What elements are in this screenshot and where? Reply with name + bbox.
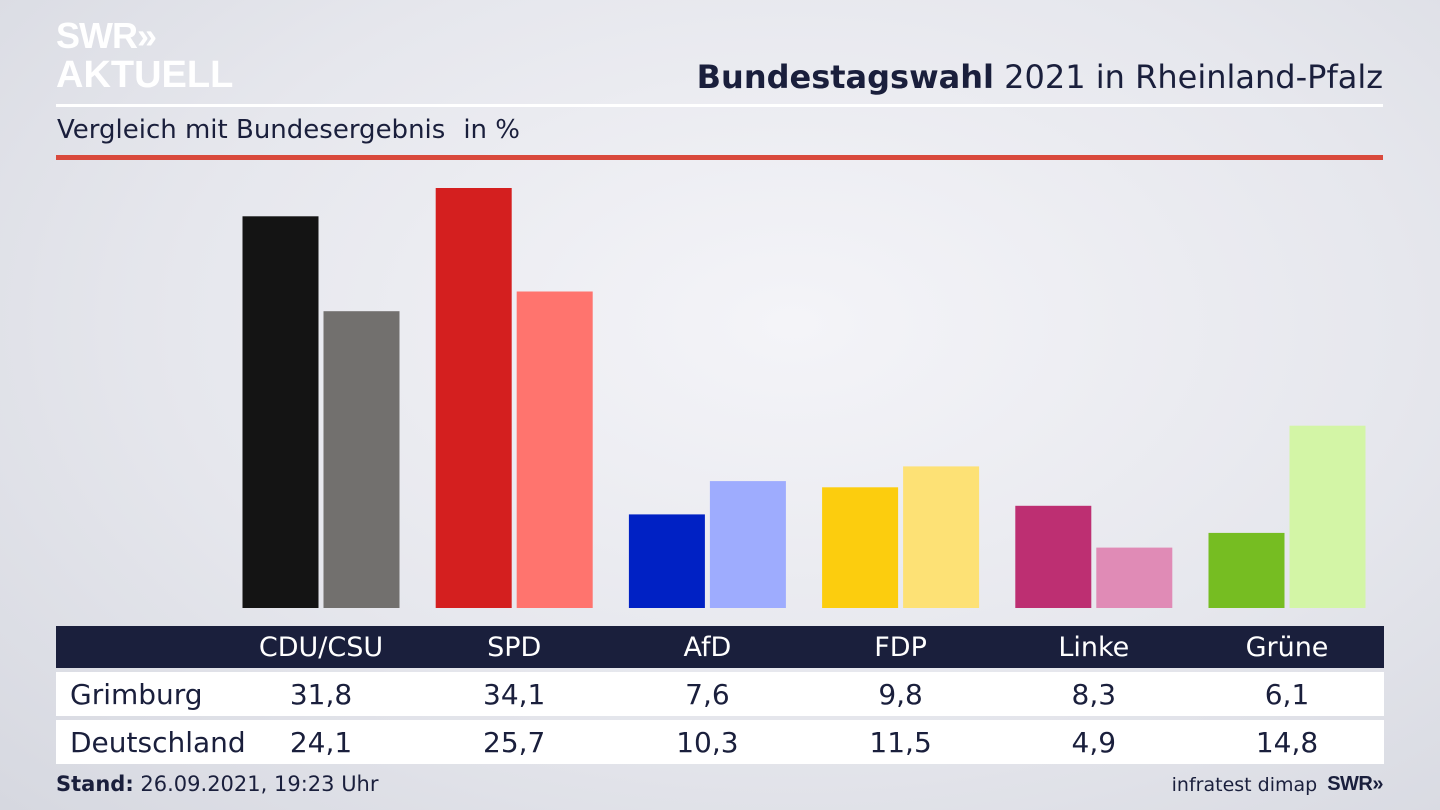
header-gruene: Grüne <box>1245 631 1329 663</box>
table-row-deutschland: Deutschland 24,1 25,7 10,3 11,5 4,9 14,8 <box>56 720 1384 764</box>
header-fdp: FDP <box>874 631 927 663</box>
bar-grne-deutschland <box>1289 425 1366 608</box>
table-cell: 7,6 <box>685 677 730 711</box>
swr-brand-logo: SWR» <box>1327 773 1383 795</box>
accent-divider <box>56 155 1383 160</box>
row-label: Grimburg <box>70 677 203 711</box>
header-spd: SPD <box>487 631 542 663</box>
stand-label: Stand: <box>56 772 134 796</box>
title-divider <box>56 104 1383 107</box>
title-rest: 2021 in Rheinland-Pfalz <box>1004 58 1383 96</box>
table-header: CDU/CSU SPD AfD FDP Linke Grüne <box>56 626 1384 668</box>
table-cell: 31,8 <box>289 677 353 711</box>
bar-linke-deutschland <box>1096 547 1173 608</box>
bar-grne-grimburg <box>1208 532 1285 608</box>
logo-line-swr: SWR» <box>56 15 157 56</box>
table-cell: 6,1 <box>1264 677 1310 711</box>
source-text: infratest dimap <box>1171 773 1318 796</box>
bar-cducsu-deutschland <box>323 311 400 608</box>
row-label: Deutschland <box>70 725 246 759</box>
timestamp: Stand: 26.09.2021, 19:23 Uhr <box>56 772 379 796</box>
unit-label: in % <box>463 115 520 145</box>
table-cell: 10,3 <box>676 725 739 759</box>
table-cell: 34,1 <box>483 677 546 711</box>
table-cell: 25,7 <box>483 725 546 759</box>
table-row-grimburg: Grimburg 31,8 34,1 7,6 9,8 8,3 6,1 <box>56 672 1384 716</box>
bar-spd-deutschland <box>516 291 593 608</box>
bar-fdp-deutschland <box>903 466 980 608</box>
header-afd: AfD <box>683 631 732 663</box>
subtitle-text: Vergleich mit Bundesergebnis <box>57 115 446 145</box>
results-table: CDU/CSU SPD AfD FDP Linke Grüne Grimburg… <box>56 626 1384 764</box>
table-cell: 14,8 <box>1255 725 1319 759</box>
header-linke: Linke <box>1058 631 1130 663</box>
title-bold: Bundestagswahl <box>696 58 994 96</box>
table-cell: 24,1 <box>289 725 353 759</box>
table-cell: 8,3 <box>1071 677 1117 711</box>
table-cell: 4,9 <box>1071 725 1117 759</box>
bar-cducsu-grimburg <box>242 216 319 609</box>
source-credit: infratest dimap SWR» <box>1171 773 1384 796</box>
bar-chart <box>242 188 1366 609</box>
bar-afd-deutschland <box>709 481 786 608</box>
table-cell: 11,5 <box>869 725 932 759</box>
page-title: Bundestagswahl 2021 in Rheinland-Pfalz <box>697 58 1383 96</box>
bar-spd-grimburg <box>435 188 512 608</box>
bar-fdp-grimburg <box>822 487 899 608</box>
swr-aktuell-logo: SWR» AKTUELL <box>56 15 234 96</box>
logo-line-aktuell: AKTUELL <box>56 54 234 96</box>
bar-afd-grimburg <box>628 514 705 608</box>
subtitle: Vergleich mit Bundesergebnis in % <box>57 115 520 145</box>
header-cdu-csu: CDU/CSU <box>258 631 384 663</box>
table-cell: 9,8 <box>878 677 923 711</box>
bar-linke-grimburg <box>1015 505 1092 608</box>
stand-value: 26.09.2021, 19:23 Uhr <box>140 772 379 796</box>
